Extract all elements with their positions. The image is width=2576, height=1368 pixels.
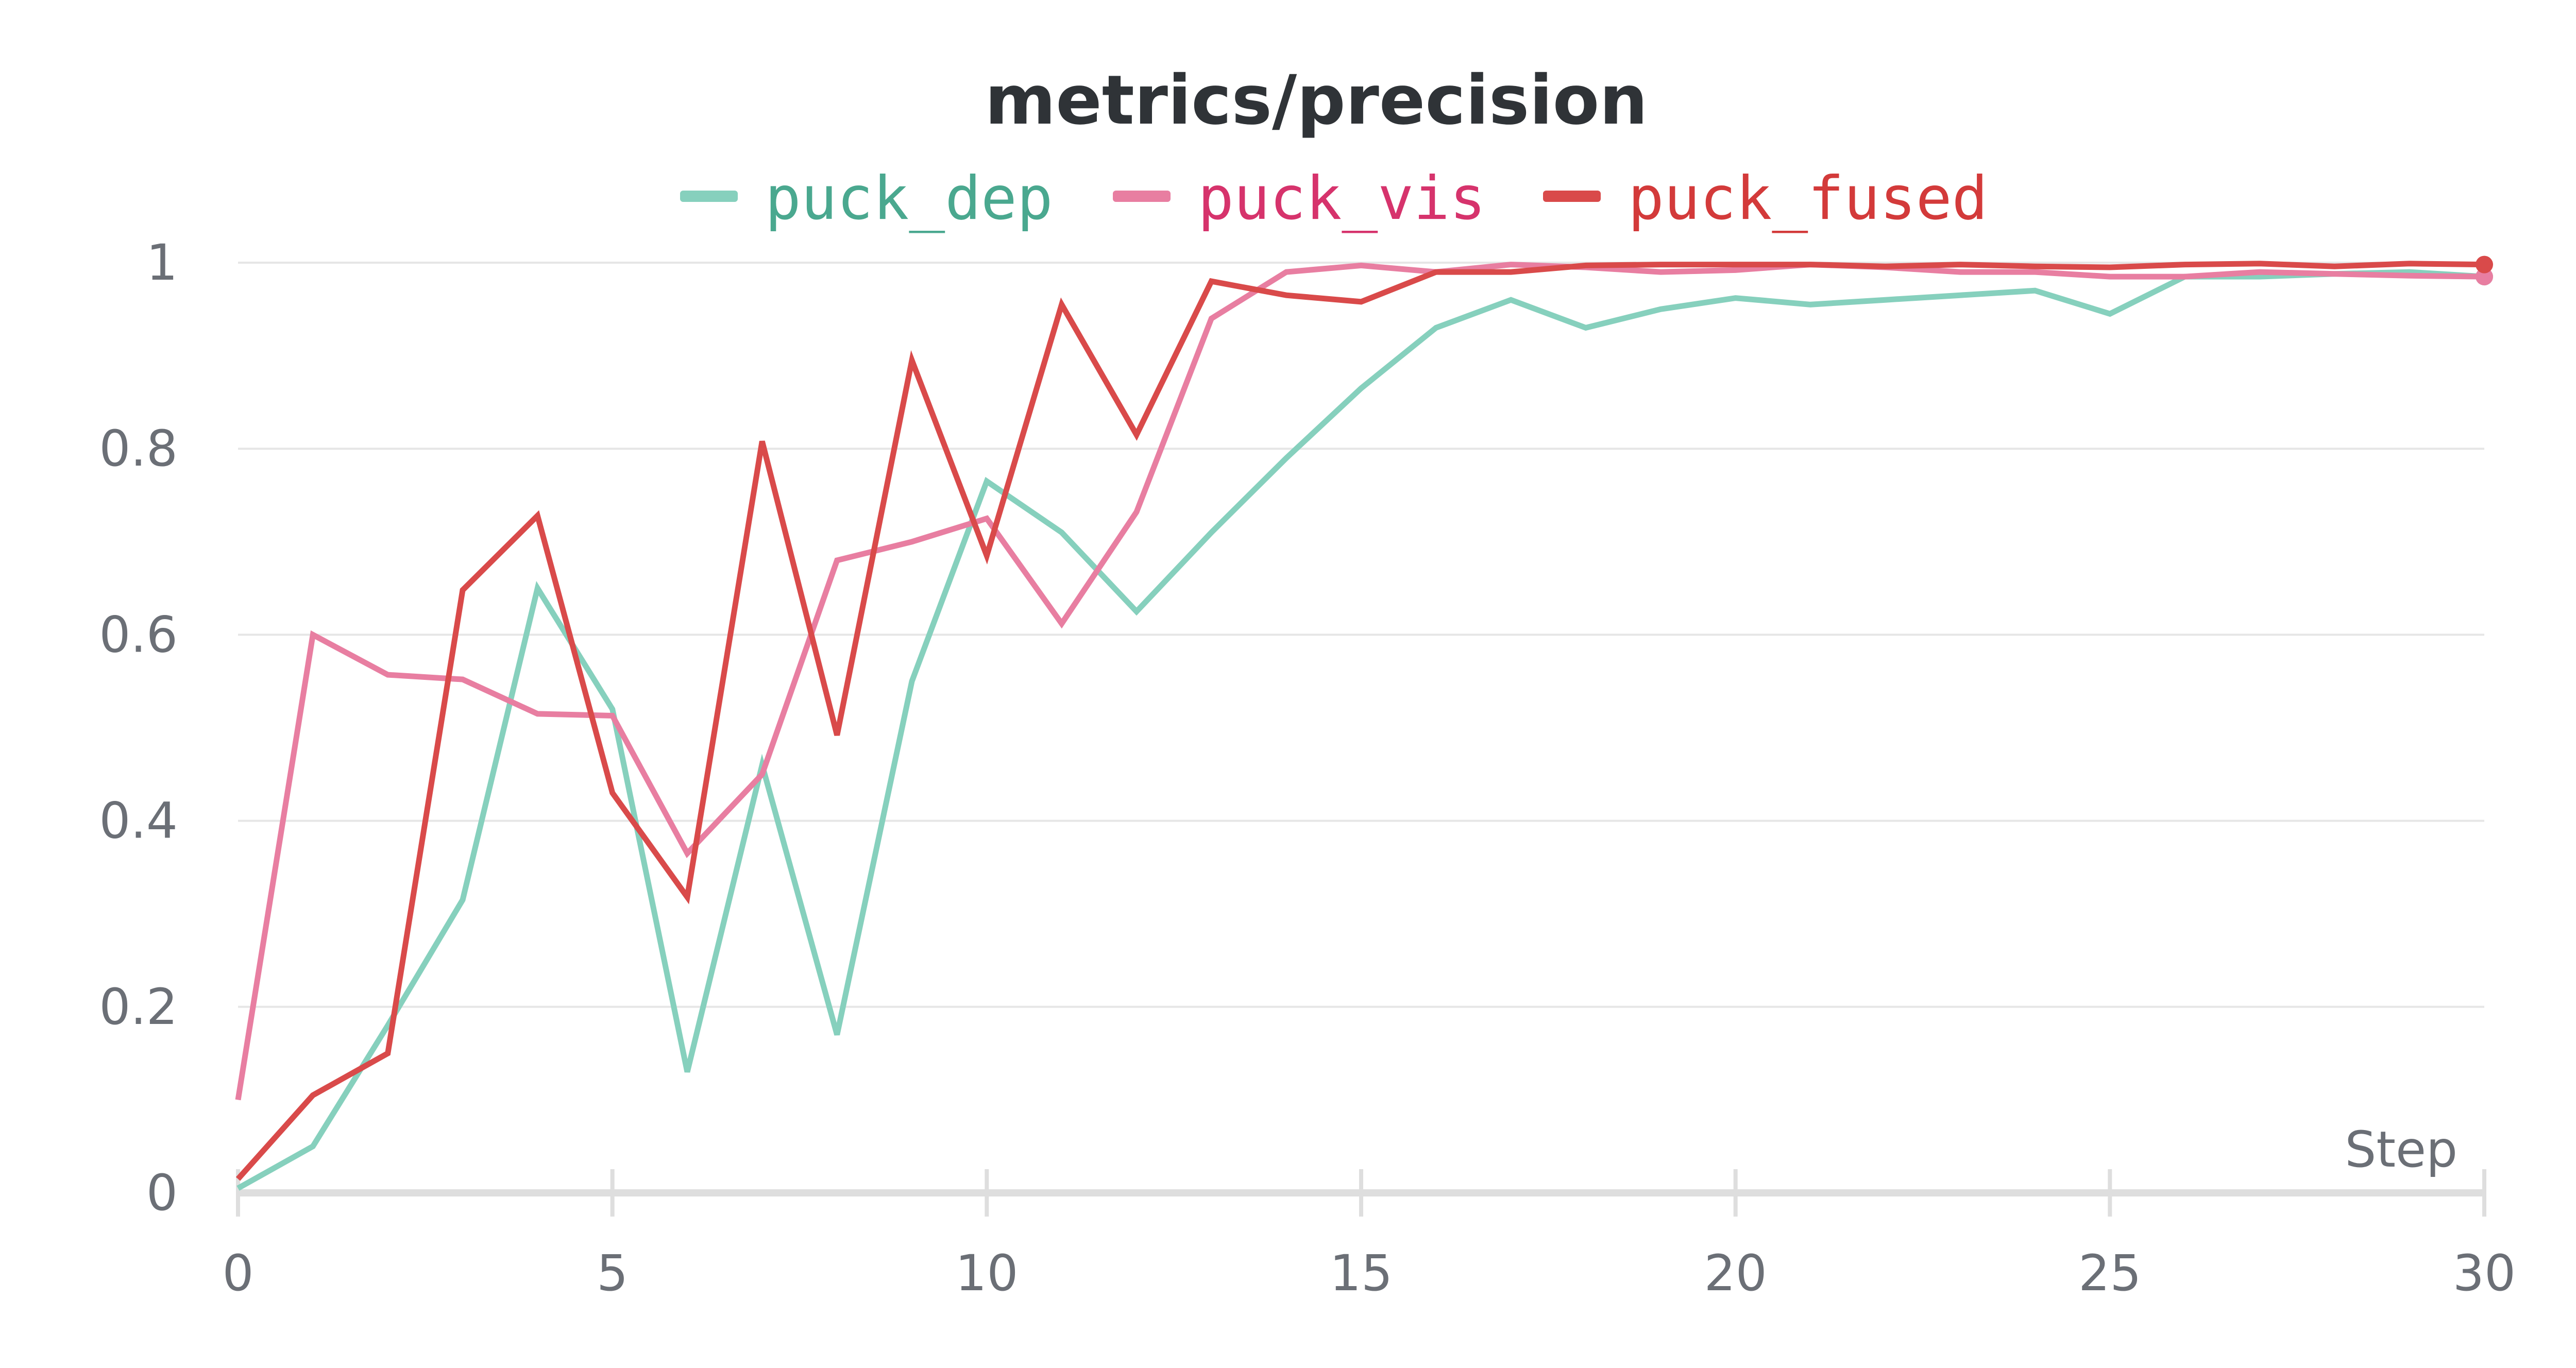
legend-label: puck_fused [1628,164,1988,233]
x-tick-label: 20 [1704,1244,1767,1302]
y-tick-label: 0.2 [99,978,178,1036]
x-tick-label: 15 [1330,1244,1393,1302]
x-tick-label: 30 [2453,1244,2516,1302]
y-tick-label: 1 [146,234,178,292]
y-tick-label: 0.4 [99,792,178,850]
x-tick-label: 25 [2078,1244,2141,1302]
x-axis-label: Step [2345,1121,2458,1178]
y-tick-label: 0 [146,1164,178,1222]
series-line-puck_fused [235,261,2485,1181]
series-line-puck_dep [236,269,2485,1191]
y-axis: 0 0.2 0.4 0.6 0.8 1 [99,234,178,1222]
legend-label: puck_vis [1198,164,1486,233]
legend-label: puck_dep [765,164,1053,233]
legend-swatch [1543,191,1601,202]
y-tick-label: 0.8 [99,420,178,477]
x-tick-label: 10 [955,1244,1018,1302]
legend-item-puck_fused[interactable]: puck_fused [1543,164,1988,233]
series-end-point-puck_fused [2476,255,2493,273]
legend-swatch [1113,191,1171,202]
y-tick-label: 0.6 [99,606,178,663]
x-tick-label: 5 [597,1244,628,1302]
series-end-point-puck_vis [2476,268,2493,286]
gridlines [238,262,2484,1008]
legend-item-puck_vis[interactable]: puck_vis [1113,164,1486,233]
chart-title: metrics/precision [985,61,1648,140]
series-line-puck_vis [235,262,2485,1101]
x-axis: 0 5 10 15 20 25 30 [222,1169,2516,1302]
legend: puck_dep puck_vis puck_fused [680,164,1988,233]
x-tick-label: 0 [222,1244,253,1302]
legend-item-puck_dep[interactable]: puck_dep [680,164,1053,233]
legend-swatch [680,191,738,202]
series-lines [235,255,2493,1191]
